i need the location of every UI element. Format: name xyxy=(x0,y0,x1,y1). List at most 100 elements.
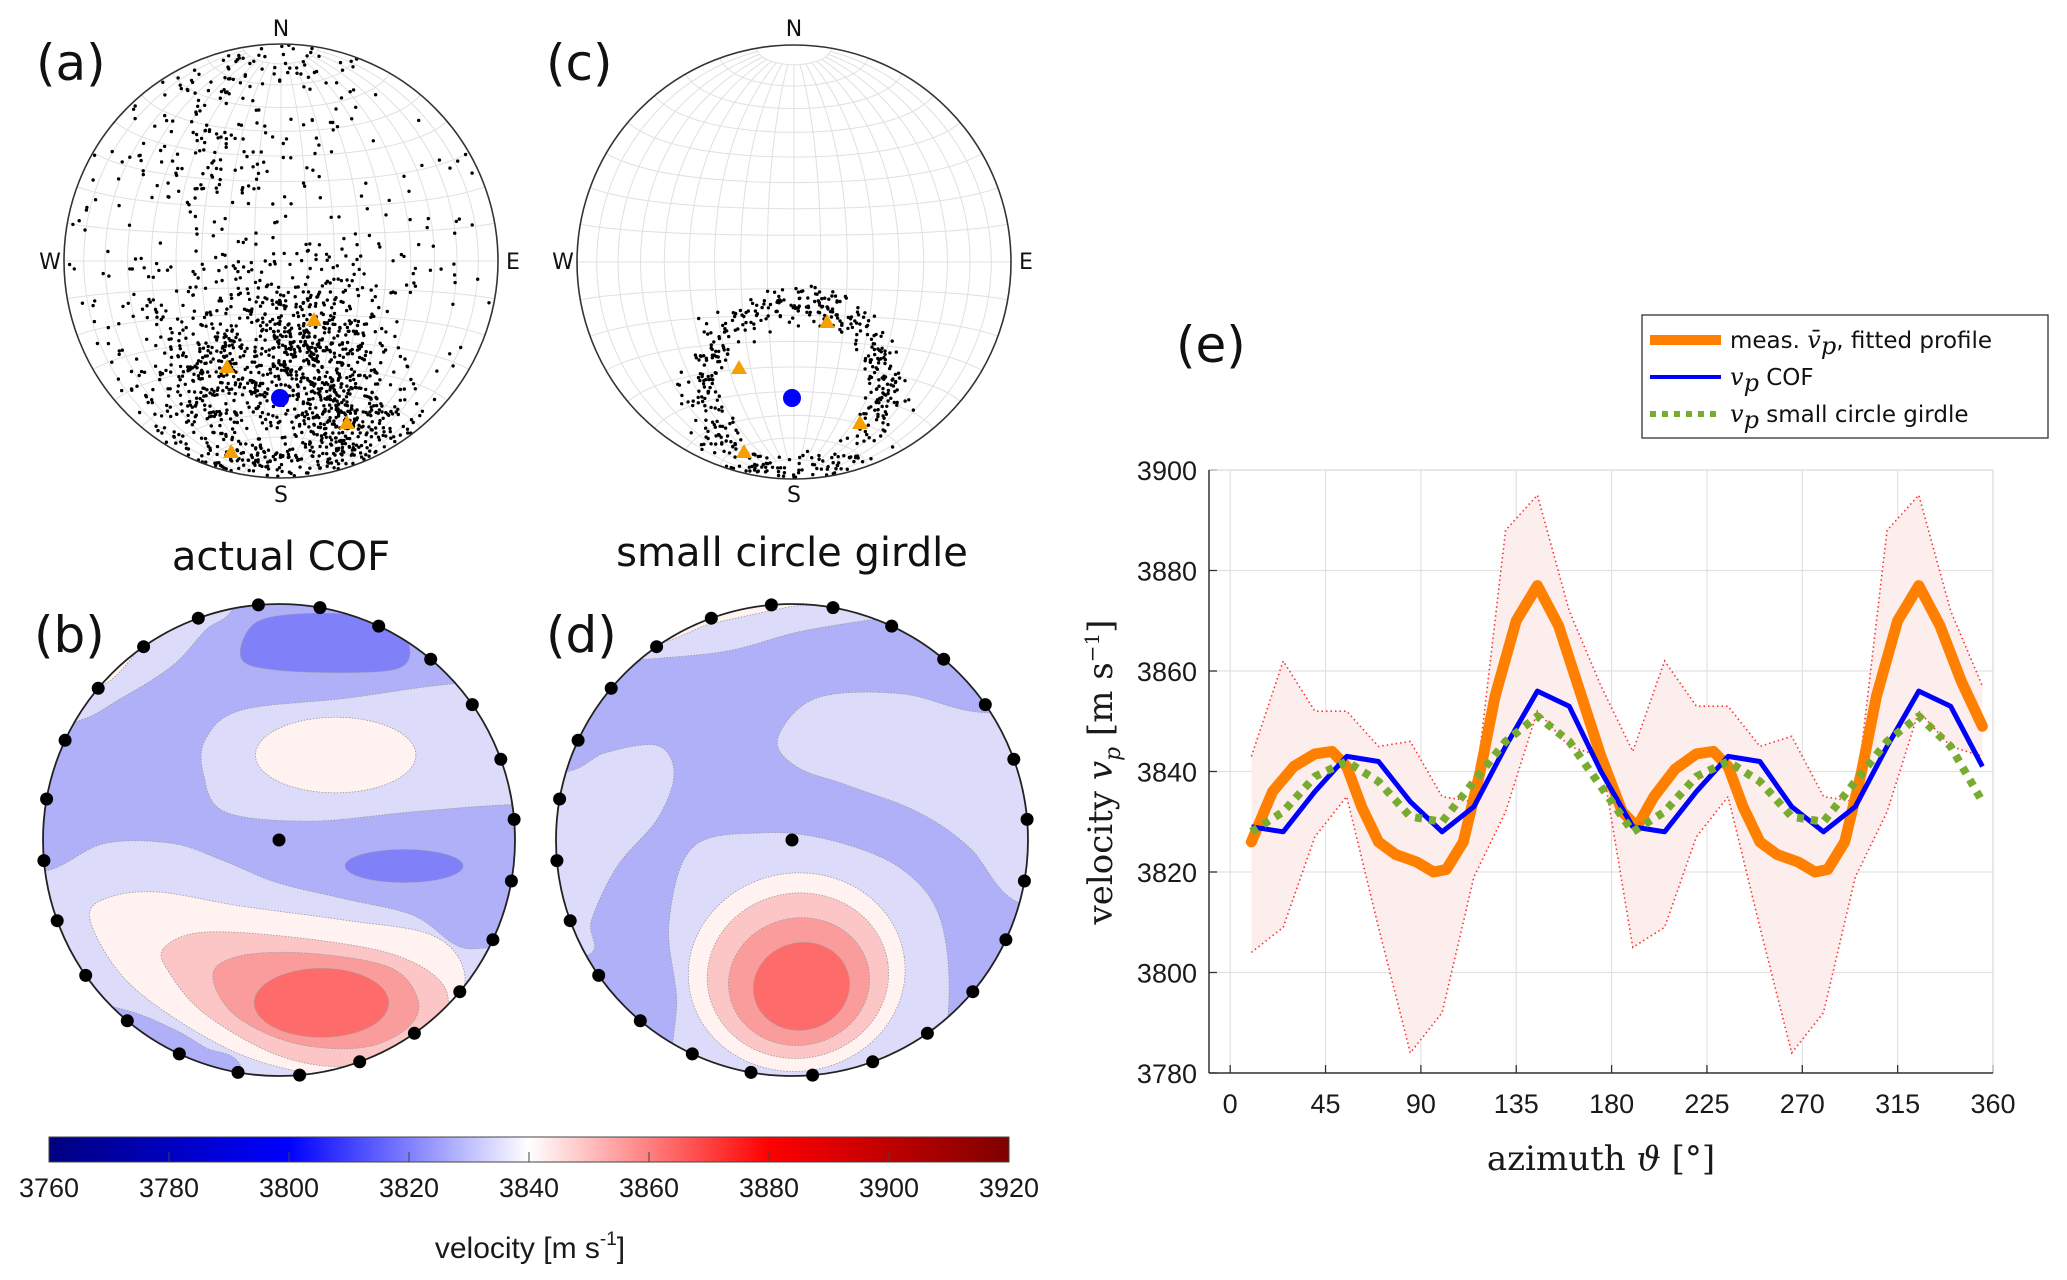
pole-point xyxy=(317,243,322,247)
pole-point xyxy=(845,467,849,471)
pole-point xyxy=(698,372,703,376)
pole-point xyxy=(398,398,402,402)
pole-point xyxy=(161,80,165,85)
pole-point xyxy=(248,61,252,66)
measurement-point xyxy=(604,681,618,695)
pole-point xyxy=(263,259,267,263)
pole-point xyxy=(328,360,332,364)
pole-point xyxy=(214,463,218,468)
pole-point xyxy=(298,349,302,353)
pole-point xyxy=(305,401,310,405)
pole-point xyxy=(301,60,305,64)
pole-point xyxy=(288,262,292,267)
pole-point xyxy=(193,91,197,95)
pole-point xyxy=(418,413,422,418)
pole-point xyxy=(391,259,395,263)
pole-point xyxy=(687,380,691,384)
pole-point xyxy=(204,460,208,464)
pole-point xyxy=(292,340,296,344)
pole-point xyxy=(290,276,295,280)
x-axis-title-unit: [°] xyxy=(1661,1139,1715,1179)
pole-point xyxy=(278,455,283,459)
parallel-line xyxy=(589,314,999,337)
pole-point xyxy=(250,360,254,364)
pole-point xyxy=(817,453,821,458)
pole-point xyxy=(267,353,271,357)
pole-point xyxy=(353,318,357,323)
pole-point xyxy=(290,377,294,381)
pole-point xyxy=(223,345,227,349)
pole-point xyxy=(275,468,279,472)
pole-point xyxy=(228,458,233,462)
pole-point xyxy=(317,375,322,380)
pole-point xyxy=(336,414,341,418)
pole-point xyxy=(308,295,312,300)
pole-point xyxy=(876,408,880,412)
pole-point xyxy=(374,284,378,288)
measurement-point xyxy=(40,792,54,806)
pole-point xyxy=(329,215,333,219)
pole-point xyxy=(890,378,894,382)
y-tick-label: 3780 xyxy=(1137,1059,1197,1089)
parallel-line xyxy=(76,186,486,209)
pole-point xyxy=(151,298,155,302)
pole-point xyxy=(355,287,360,292)
pole-point xyxy=(240,188,244,192)
pole-point xyxy=(358,373,362,377)
pole-point xyxy=(227,92,231,96)
pole-point xyxy=(352,417,357,421)
pole-point xyxy=(241,354,246,358)
pole-point xyxy=(164,118,169,123)
pole-point xyxy=(273,322,277,326)
pole-point xyxy=(310,46,314,51)
pole-point xyxy=(451,302,455,306)
pole-point xyxy=(340,442,345,446)
pole-point xyxy=(257,186,261,190)
pole-point xyxy=(370,298,374,303)
pole-point xyxy=(318,422,323,426)
pole-point xyxy=(126,301,130,305)
pole-point xyxy=(85,205,89,210)
pole-point xyxy=(295,383,300,387)
pole-point xyxy=(178,347,182,351)
pole-point xyxy=(238,81,243,85)
pole-point xyxy=(206,344,210,349)
pole-point xyxy=(324,445,329,449)
pole-point xyxy=(222,374,226,378)
pole-point xyxy=(812,319,816,324)
pole-point xyxy=(303,422,307,426)
colorbar-tick-label: 3880 xyxy=(739,1173,799,1203)
pole-point xyxy=(452,273,457,277)
pole-point xyxy=(153,364,158,368)
pole-point xyxy=(345,384,349,388)
pole-point xyxy=(720,441,724,445)
pole-point xyxy=(170,159,175,163)
pole-point xyxy=(776,473,781,478)
pole-point xyxy=(313,335,317,339)
pole-point xyxy=(869,390,873,394)
pole-point xyxy=(395,320,399,324)
pole-point xyxy=(193,214,198,219)
pole-point xyxy=(313,325,318,329)
pole-point xyxy=(881,428,885,432)
pole-point xyxy=(186,419,191,423)
pole-point xyxy=(217,409,222,414)
pole-point xyxy=(340,342,344,346)
pole-point xyxy=(291,447,295,451)
pole-point xyxy=(179,440,183,444)
measurement-point xyxy=(937,652,951,666)
pole-point xyxy=(71,222,75,227)
pole-point xyxy=(703,396,707,401)
pole-point xyxy=(196,341,200,345)
pole-point xyxy=(867,436,871,440)
pole-point xyxy=(355,257,359,262)
pole-point xyxy=(817,457,821,461)
pole-point xyxy=(127,223,132,227)
pole-point xyxy=(732,314,737,319)
pole-point xyxy=(355,323,360,328)
legend-label-cof: vp COF xyxy=(1730,363,1814,397)
pole-point xyxy=(358,451,363,455)
pole-point xyxy=(398,387,403,392)
pole-point xyxy=(233,266,237,271)
legend-girdle-math: v xyxy=(1730,400,1744,428)
